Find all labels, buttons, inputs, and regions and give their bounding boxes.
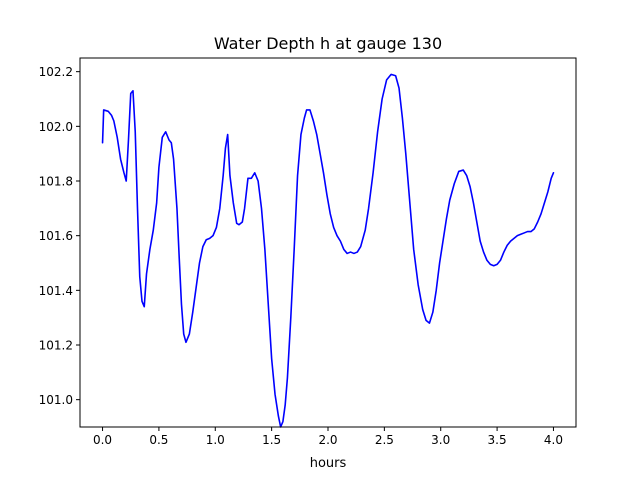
x-tick-label: 1.0 (206, 433, 225, 447)
y-tick-label: 101.6 (39, 229, 73, 243)
plot-background (80, 58, 576, 427)
y-tick-label: 101.2 (39, 339, 73, 353)
y-tick-label: 101.4 (39, 284, 73, 298)
x-tick-label: 1.5 (262, 433, 281, 447)
chart-title: Water Depth h at gauge 130 (214, 34, 442, 53)
y-axis: 101.0 101.2 101.4 101.6 101.8 102.0 102.2 (39, 65, 80, 407)
x-tick-label: 0.5 (149, 433, 168, 447)
x-tick-label: 4.0 (544, 433, 563, 447)
x-axis: 0.0 0.5 1.0 1.5 2.0 2.5 3.0 3.5 4.0 (93, 427, 563, 447)
x-tick-label: 0.0 (93, 433, 112, 447)
y-tick-label: 101.0 (39, 393, 73, 407)
plot-area (80, 58, 576, 427)
plot-frame (79, 57, 577, 428)
x-tick-label: 3.5 (488, 433, 507, 447)
x-axis-label: hours (310, 456, 347, 471)
x-tick-label: 2.0 (318, 433, 337, 447)
y-tick-label: 101.8 (39, 175, 73, 189)
y-tick-label: 102.0 (39, 120, 73, 134)
x-tick-label: 3.0 (431, 433, 450, 447)
series-line-water-depth (101, 73, 555, 428)
y-tick-label: 102.2 (39, 65, 73, 79)
x-tick-label: 2.5 (375, 433, 394, 447)
series-layer (101, 73, 555, 428)
